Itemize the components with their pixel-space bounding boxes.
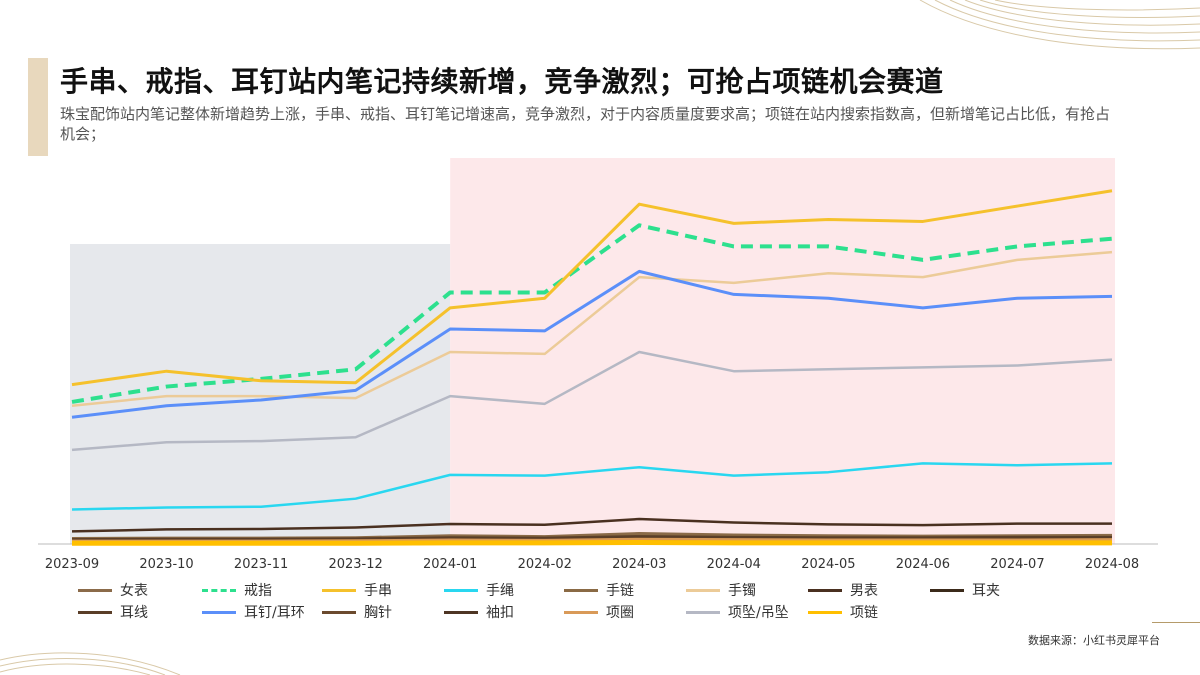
series-line-14 <box>71 350 1113 452</box>
legend-swatch <box>444 610 478 614</box>
series-line-6 <box>71 250 1113 408</box>
x-tick-label: 2023-09 <box>45 557 99 572</box>
x-tick-label: 2024-04 <box>707 557 761 572</box>
legend-label: 项圈 <box>606 605 634 621</box>
legend-item: 耳夹 <box>930 580 1000 600</box>
legend-swatch <box>808 610 842 614</box>
decorative-curves-top-right <box>919 0 1200 50</box>
legend-item: 胸针 <box>322 602 392 622</box>
legend-label: 项坠/吊坠 <box>728 605 789 621</box>
legend-swatch <box>564 588 598 592</box>
legend-item: 项坠/吊坠 <box>686 602 789 622</box>
x-tick-label: 2023-10 <box>139 557 193 572</box>
legend-label: 手串 <box>364 583 392 599</box>
legend-item: 手链 <box>564 580 634 600</box>
title-accent-bar <box>28 58 48 156</box>
legend-item: 袖扣 <box>444 602 514 622</box>
legend-swatch <box>322 610 356 614</box>
legend-item: 手镯 <box>686 580 756 600</box>
legend-swatch <box>686 610 720 614</box>
series-line-3 <box>71 189 1113 387</box>
legend-item: 手串 <box>322 580 392 600</box>
x-tick-label: 2023-12 <box>328 557 382 572</box>
legend-item: 戒指 <box>202 580 272 600</box>
series-line-4 <box>71 462 1113 511</box>
series-line-15 <box>72 539 1112 546</box>
legend-swatch <box>444 588 478 592</box>
legend-item: 项圈 <box>564 602 634 622</box>
legend-item: 男表 <box>808 580 878 600</box>
legend-label: 胸针 <box>364 605 392 621</box>
x-tick-label: 2024-08 <box>1085 557 1139 572</box>
legend-swatch <box>564 610 598 614</box>
x-tick-label: 2023-11 <box>234 557 288 572</box>
x-tick-label: 2024-05 <box>801 557 855 572</box>
page-subtitle: 珠宝配饰站内笔记整体新增趋势上涨，手串、戒指、耳钉笔记增速高，竞争激烈，对于内容… <box>60 105 1111 143</box>
legend-label: 耳钉/耳环 <box>244 605 305 621</box>
legend-label: 手绳 <box>486 583 514 599</box>
legend-label: 耳线 <box>120 605 148 621</box>
legend-swatch <box>808 588 842 592</box>
x-tick-label: 2024-06 <box>896 557 950 572</box>
legend-item: 项链 <box>808 602 878 622</box>
highlight-region-1 <box>70 244 451 544</box>
series-line-10 <box>71 269 1113 419</box>
x-tick-label: 2024-07 <box>990 557 1044 572</box>
legend-item: 女表 <box>78 580 148 600</box>
legend-swatch <box>322 588 356 592</box>
legend-swatch <box>78 588 112 592</box>
series-line-7 <box>71 517 1112 533</box>
x-tick-label: 2024-03 <box>612 557 666 572</box>
legend-item: 耳线 <box>78 602 148 622</box>
legend-label: 手链 <box>606 583 634 599</box>
legend-item: 手绳 <box>444 580 514 600</box>
decorative-curves-bottom-left <box>0 652 181 675</box>
page-title: 手串、戒指、耳钉站内笔记持续新增，竞争激烈；可抢占项链机会赛道 <box>60 65 944 98</box>
legend-label: 手镯 <box>728 583 756 599</box>
source-divider <box>1152 622 1200 623</box>
data-source-note: 数据来源：小红书灵犀平台 <box>1028 634 1160 647</box>
x-tick-label: 2024-02 <box>518 557 572 572</box>
legend-swatch <box>202 610 236 614</box>
legend-swatch <box>930 588 964 592</box>
legend-swatch <box>78 610 112 614</box>
legend-label: 袖扣 <box>486 605 514 621</box>
legend-item: 耳钉/耳环 <box>202 602 305 622</box>
legend-label: 耳夹 <box>972 583 1000 599</box>
legend-label: 戒指 <box>244 583 272 599</box>
legend-swatch <box>202 588 236 592</box>
legend-label: 女表 <box>120 583 148 599</box>
x-tick-label: 2024-01 <box>423 557 477 572</box>
legend-swatch <box>686 588 720 592</box>
legend-label: 男表 <box>850 583 878 599</box>
series-line-9 <box>71 535 1112 541</box>
legend-label: 项链 <box>850 605 878 621</box>
